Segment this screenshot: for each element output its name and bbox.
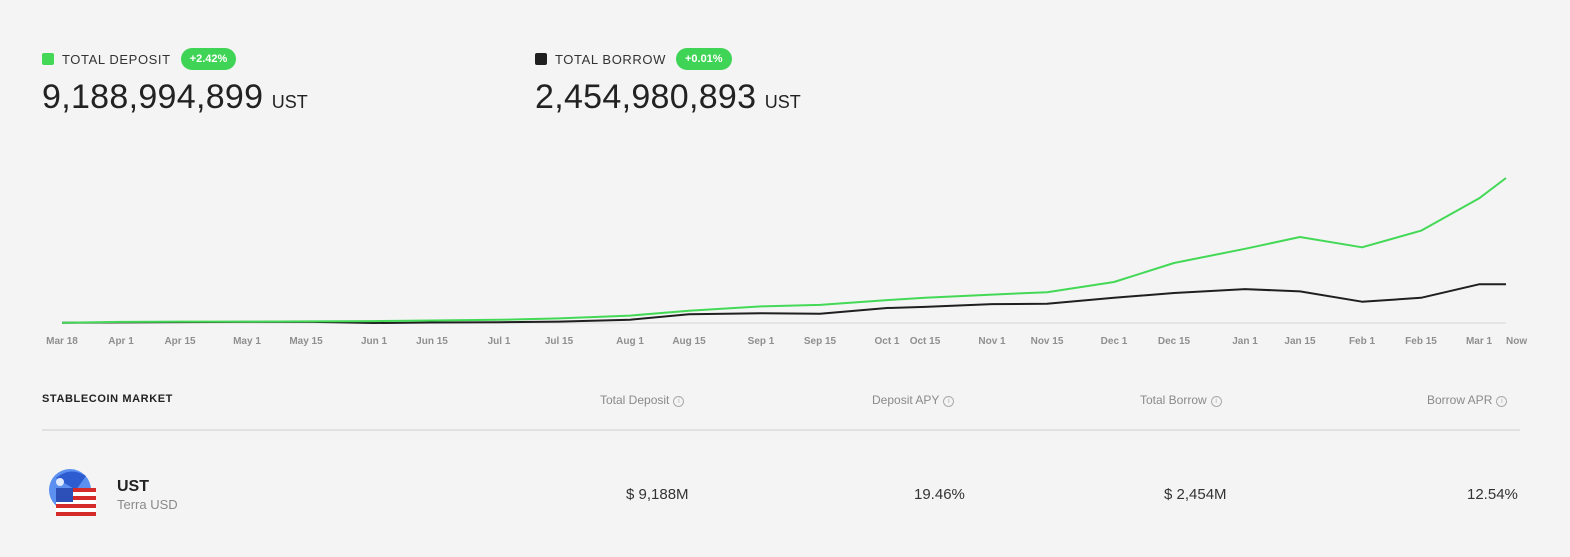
deposit-legend-swatch xyxy=(42,53,54,65)
x-tick-label: Oct 15 xyxy=(910,336,941,347)
x-tick-label: Jan 15 xyxy=(1284,336,1316,347)
x-tick-label: Apr 15 xyxy=(164,336,196,347)
total-deposit-label: TOTAL DEPOSIT xyxy=(62,51,171,67)
x-tick-label: Dec 1 xyxy=(1101,336,1128,347)
x-tick-label: Feb 1 xyxy=(1349,336,1376,347)
total-deposit-series-line xyxy=(61,177,1507,324)
x-tick-label: Mar 18 xyxy=(46,336,78,347)
coin-name: Terra USD xyxy=(117,497,178,512)
info-icon[interactable]: i xyxy=(1210,396,1222,407)
x-tick-label: Feb 15 xyxy=(1405,336,1437,347)
row-deposit-apy: 19.46% xyxy=(914,486,965,503)
info-icon[interactable]: i xyxy=(673,396,685,407)
col-total-deposit-label: Total Deposit xyxy=(600,393,670,407)
x-tick-label: May 15 xyxy=(289,336,323,347)
us-flag-coin-icon xyxy=(49,469,96,516)
col-deposit-apy-label: Deposit APY xyxy=(872,393,940,407)
x-tick-label: Aug 1 xyxy=(616,336,644,347)
x-tick-label: Jun 1 xyxy=(361,336,388,347)
total-borrow-unit: UST xyxy=(764,92,801,112)
col-total-deposit[interactable]: Total Deposit i xyxy=(600,393,685,407)
col-borrow-apr[interactable]: Borrow APR i xyxy=(1427,393,1508,407)
x-tick-label: May 1 xyxy=(233,336,261,347)
row-borrow-apr: 12.54% xyxy=(1467,486,1518,503)
x-tick-label: Jul 15 xyxy=(545,336,574,347)
info-icon[interactable]: i xyxy=(1496,396,1508,407)
x-tick-label: Nov 15 xyxy=(1031,336,1064,347)
total-deposit-stat: TOTAL DEPOSIT +2.42% 9,188,994,899 UST xyxy=(42,46,308,117)
total-deposit-value: 9,188,994,899 xyxy=(42,78,264,116)
coin-symbol: UST xyxy=(117,478,149,495)
market-table-header: STABLECOIN MARKET Total Deposit i Deposit… xyxy=(42,393,1520,409)
total-borrow-series-line xyxy=(61,283,1506,324)
x-tick-label: Now xyxy=(1506,336,1527,347)
info-icon[interactable]: i xyxy=(943,396,955,407)
borrow-legend-swatch xyxy=(535,53,547,65)
col-total-borrow-label: Total Borrow xyxy=(1140,393,1207,407)
deposit-borrow-chart: Mar 18 Apr 1 Apr 15 May 1 May 15 Jun 1 Jun 15 J… xyxy=(46,177,1527,347)
row-total-borrow: $ 2,454M xyxy=(1164,486,1227,503)
col-total-borrow[interactable]: Total Borrow i xyxy=(1140,393,1222,407)
table-divider xyxy=(42,429,1520,431)
col-borrow-apr-label: Borrow APR xyxy=(1427,393,1493,407)
x-tick-label: Oct 1 xyxy=(874,336,899,347)
x-tick-label: Sep 15 xyxy=(804,336,837,347)
total-borrow-value: 2,454,980,893 xyxy=(535,78,757,116)
x-tick-label: Jan 1 xyxy=(1232,336,1258,347)
col-deposit-apy[interactable]: Deposit APY i xyxy=(872,393,955,407)
borrow-change-badge: +0.01% xyxy=(675,48,732,70)
total-deposit-unit: UST xyxy=(271,92,308,112)
x-tick-label: Jun 15 xyxy=(416,336,448,347)
total-borrow-label: TOTAL BORROW xyxy=(555,51,666,67)
row-total-deposit: $ 9,188M xyxy=(626,486,689,503)
total-borrow-stat: TOTAL BORROW +0.01% 2,454,980,893 UST xyxy=(535,46,801,117)
x-tick-label: Apr 1 xyxy=(108,336,134,347)
x-tick-label: Aug 15 xyxy=(672,336,706,347)
market-title: STABLECOIN MARKET xyxy=(42,393,173,405)
x-tick-label: Dec 15 xyxy=(1158,336,1191,347)
x-tick-label: Nov 1 xyxy=(978,336,1006,347)
x-tick-label: Jul 1 xyxy=(488,336,511,347)
table-row[interactable]: UST Terra USD $ 9,188M 19.46% $ 2,454M 1… xyxy=(42,466,1520,522)
x-tick-label: Mar 1 xyxy=(1466,336,1493,347)
deposit-change-badge: +2.42% xyxy=(180,48,237,70)
x-tick-label: Sep 1 xyxy=(748,336,775,347)
